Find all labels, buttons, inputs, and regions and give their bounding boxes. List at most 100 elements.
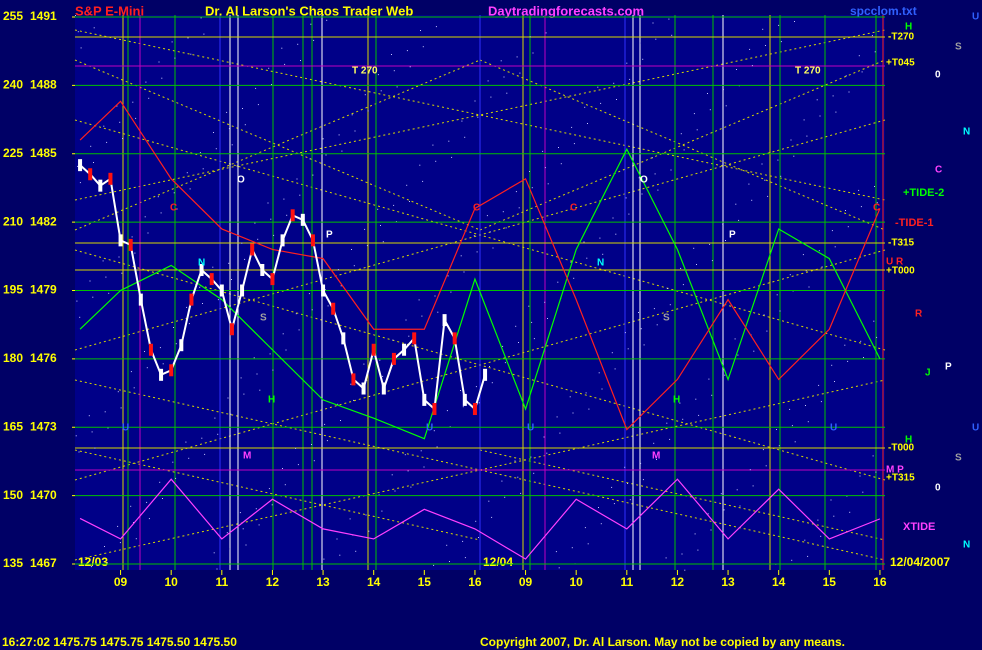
star bbox=[684, 569, 686, 571]
y2-tick-label: 150 bbox=[3, 488, 23, 502]
star bbox=[144, 351, 145, 352]
star bbox=[486, 215, 488, 217]
star bbox=[311, 444, 312, 445]
price-bar bbox=[351, 373, 356, 386]
star bbox=[93, 27, 95, 29]
star bbox=[433, 564, 435, 566]
y2-tick-label: 225 bbox=[3, 146, 23, 160]
star bbox=[848, 91, 850, 93]
star bbox=[217, 299, 219, 301]
star bbox=[326, 19, 328, 21]
star bbox=[515, 191, 517, 193]
star bbox=[876, 202, 878, 204]
y2-tick-label: 255 bbox=[3, 9, 23, 23]
star bbox=[349, 518, 351, 520]
star bbox=[845, 75, 847, 77]
star bbox=[282, 468, 283, 469]
star bbox=[671, 34, 673, 36]
star bbox=[628, 213, 630, 215]
star bbox=[803, 119, 805, 121]
star bbox=[162, 363, 164, 365]
star bbox=[212, 266, 214, 268]
star bbox=[187, 37, 189, 39]
star bbox=[407, 470, 409, 472]
star bbox=[818, 250, 820, 252]
star bbox=[571, 547, 573, 549]
star bbox=[585, 392, 587, 394]
star bbox=[503, 76, 505, 78]
star bbox=[543, 436, 545, 438]
star bbox=[172, 461, 174, 463]
star bbox=[300, 60, 301, 61]
star bbox=[174, 57, 176, 59]
x-tick-label: 10 bbox=[570, 575, 584, 589]
star bbox=[202, 303, 203, 304]
star bbox=[501, 480, 503, 482]
star bbox=[654, 173, 656, 175]
star bbox=[693, 247, 695, 249]
star bbox=[119, 542, 121, 544]
star bbox=[231, 279, 232, 280]
star bbox=[491, 516, 493, 518]
price-bar bbox=[98, 179, 103, 192]
legend-entry: +TIDE-2 bbox=[903, 187, 944, 199]
star bbox=[461, 120, 463, 122]
star bbox=[506, 92, 508, 94]
annotation: -T315 bbox=[888, 238, 915, 249]
annotation: C bbox=[170, 203, 177, 214]
star bbox=[228, 262, 230, 264]
star bbox=[88, 415, 90, 417]
star bbox=[382, 241, 384, 243]
star bbox=[337, 269, 339, 271]
star bbox=[393, 70, 395, 72]
star bbox=[626, 62, 628, 64]
star bbox=[160, 212, 162, 214]
star bbox=[324, 423, 326, 425]
star bbox=[518, 207, 520, 209]
star bbox=[79, 316, 81, 318]
star bbox=[146, 367, 148, 369]
star bbox=[656, 324, 658, 326]
star bbox=[533, 338, 535, 340]
y-tick-label: 1470 bbox=[30, 488, 57, 502]
star bbox=[598, 507, 599, 508]
price-bar bbox=[108, 172, 113, 185]
x-tick-label: 11 bbox=[215, 575, 228, 589]
star bbox=[560, 163, 562, 165]
annotation: H bbox=[673, 395, 680, 406]
star bbox=[860, 340, 862, 342]
star bbox=[158, 61, 160, 63]
star bbox=[735, 203, 737, 205]
star bbox=[298, 329, 300, 331]
star bbox=[528, 305, 530, 307]
star bbox=[569, 396, 571, 398]
star bbox=[586, 257, 588, 259]
y-tick-label: 1479 bbox=[30, 283, 57, 297]
annotation: N bbox=[597, 258, 604, 269]
date-label: 12/04/2007 bbox=[890, 555, 950, 569]
star bbox=[392, 339, 394, 341]
star bbox=[629, 78, 631, 80]
star bbox=[627, 483, 628, 484]
star bbox=[213, 132, 214, 133]
star bbox=[762, 28, 764, 30]
x-tick-label: 15 bbox=[418, 575, 432, 589]
annotation: U bbox=[972, 423, 979, 434]
price-bar bbox=[189, 293, 194, 306]
star bbox=[120, 407, 122, 409]
star bbox=[130, 371, 132, 373]
annotation: T 270 bbox=[352, 66, 378, 77]
star bbox=[666, 422, 668, 424]
star bbox=[259, 389, 261, 391]
star bbox=[667, 288, 668, 289]
star bbox=[767, 195, 769, 197]
star bbox=[106, 562, 108, 564]
star bbox=[462, 406, 464, 408]
annotation: U bbox=[972, 12, 979, 23]
star bbox=[380, 225, 381, 226]
price-bar bbox=[432, 403, 437, 416]
x-tick-label: 09 bbox=[519, 575, 533, 589]
star bbox=[355, 550, 357, 552]
star bbox=[804, 539, 806, 541]
price-bar bbox=[422, 393, 427, 406]
